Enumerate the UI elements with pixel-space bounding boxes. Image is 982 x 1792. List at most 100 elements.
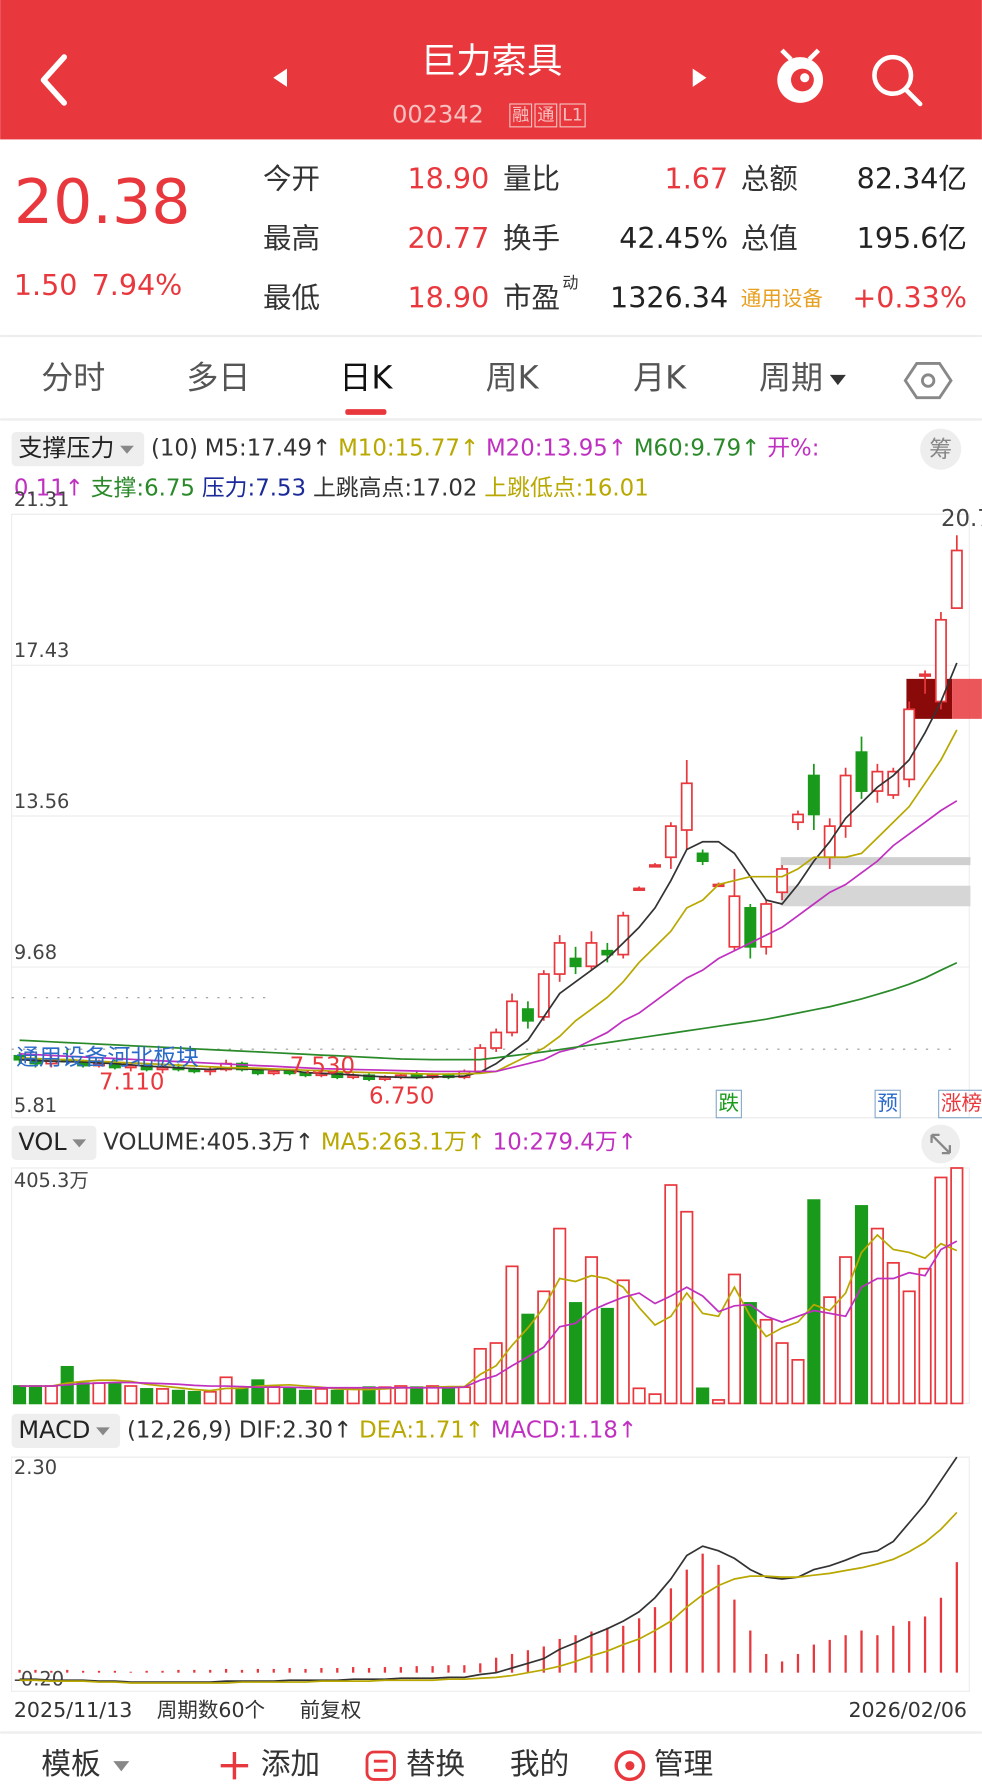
volume-bar xyxy=(28,1385,43,1405)
prev-stock[interactable] xyxy=(273,68,287,87)
volume-bar xyxy=(600,1307,614,1405)
indicator-selector[interactable]: MACD xyxy=(18,1416,90,1444)
y-tick-label: 17.43 xyxy=(14,639,70,662)
toolbar-button[interactable]: 替换 xyxy=(406,1747,465,1782)
candle-body xyxy=(807,774,820,816)
candle-body xyxy=(696,852,709,863)
candle-body xyxy=(728,895,741,948)
legend-item: (12,26,9) xyxy=(127,1417,232,1443)
volume-bar xyxy=(886,1261,900,1405)
indicator-chip xyxy=(11,1413,121,1448)
volume-bar xyxy=(314,1388,328,1405)
legend-item: M20:13.95↑ xyxy=(486,436,627,462)
volume-bar xyxy=(711,1399,726,1405)
tab[interactable]: 多日 xyxy=(186,358,250,396)
legend-item: VOLUME:405.3万↑ xyxy=(103,1129,314,1155)
volume-bar xyxy=(854,1205,869,1405)
macd-line xyxy=(19,1456,958,1683)
tab[interactable]: 月K xyxy=(633,358,687,396)
candle-body xyxy=(617,914,630,956)
volume-bar xyxy=(680,1210,694,1405)
candle-body xyxy=(839,774,852,827)
manage-icon-dot xyxy=(625,1761,635,1771)
volume-bar xyxy=(918,1267,932,1405)
indicator-selector[interactable]: VOL xyxy=(18,1128,67,1156)
search-icon[interactable] xyxy=(872,54,923,107)
candle-body xyxy=(887,770,900,796)
tab[interactable]: 周期 xyxy=(759,358,823,396)
chip-button[interactable] xyxy=(920,428,962,470)
signal-tag: 跌 xyxy=(719,1091,740,1115)
stock-name: 巨力索具 xyxy=(421,41,563,82)
volume-bar xyxy=(616,1279,630,1405)
legend-item: 上跳高点:17.02 xyxy=(313,476,477,502)
toolbar-button[interactable]: 我的 xyxy=(510,1747,569,1782)
robot-icon[interactable] xyxy=(777,48,823,103)
y-tick-label: 21.31 xyxy=(14,488,70,511)
next-stock[interactable] xyxy=(692,68,707,87)
signal-tag: 涨榜 xyxy=(941,1091,982,1115)
candle-body xyxy=(585,942,598,968)
volume-bar xyxy=(92,1382,106,1405)
toolbar-button[interactable]: 添加 xyxy=(261,1747,320,1782)
tab[interactable]: 分时 xyxy=(41,358,105,396)
volume-bar xyxy=(648,1393,662,1405)
tab[interactable]: 日K xyxy=(339,358,393,396)
signal-tag: 预 xyxy=(877,1091,898,1115)
candle-body xyxy=(680,782,693,831)
volume-bar xyxy=(13,1385,27,1405)
legend-item: M5:17.49↑ xyxy=(205,436,331,462)
ma-line xyxy=(19,800,958,1073)
period-count: 周期数60个 xyxy=(157,1698,265,1722)
toolbar-button[interactable]: 模板 xyxy=(41,1747,100,1782)
expand-icon xyxy=(930,1133,951,1155)
y-tick-label: 5.81 xyxy=(14,1094,57,1117)
start-date: 2025/11/13 xyxy=(14,1698,133,1722)
quote-label-sup: 动 xyxy=(562,273,578,292)
tab-underline xyxy=(345,409,387,415)
quote-label: 市盈 xyxy=(503,280,560,314)
volume-bar xyxy=(283,1388,297,1405)
quote-value: 20.77 xyxy=(408,221,490,255)
quote-label: 量比 xyxy=(503,162,560,196)
volume-bar xyxy=(441,1386,456,1405)
volume-bar xyxy=(457,1386,471,1405)
toolbar-button[interactable]: 管理 xyxy=(654,1747,713,1782)
price-annotation: 7.530 xyxy=(290,1053,355,1079)
legend-item: M60:9.79↑ xyxy=(634,436,760,462)
macd-line xyxy=(19,1511,958,1684)
volume-bar xyxy=(823,1296,837,1405)
indicator-selector[interactable]: 支撑压力 xyxy=(18,434,114,462)
volume-bar xyxy=(743,1302,757,1405)
quote-value: 18.90 xyxy=(408,280,490,314)
legend-item: 压力:7.53 xyxy=(202,476,306,502)
candle-body xyxy=(919,673,932,677)
y-tick-label: 13.56 xyxy=(14,790,70,813)
volume-bar xyxy=(839,1256,853,1405)
candle-body xyxy=(791,813,804,824)
volume-bar xyxy=(298,1389,313,1405)
candle-body xyxy=(569,957,582,968)
tab[interactable]: 周K xyxy=(486,358,540,396)
back-button[interactable] xyxy=(40,54,67,106)
ma-line xyxy=(19,961,958,1061)
quote-value: 195.6亿 xyxy=(857,221,967,255)
volume-bar xyxy=(187,1390,201,1405)
manage-icon xyxy=(614,1750,646,1782)
volume-bar xyxy=(505,1265,519,1405)
candle-body xyxy=(744,907,757,948)
gap-zone xyxy=(780,857,971,866)
settings-icon[interactable] xyxy=(903,362,953,400)
quote-label: 通用设备 xyxy=(741,286,823,310)
dropdown-arrow xyxy=(72,1139,87,1148)
volume-bar xyxy=(410,1386,424,1405)
volume-bar xyxy=(664,1184,678,1405)
legend-item: 0.11↑ xyxy=(14,476,84,502)
volume-bar xyxy=(569,1302,583,1405)
dropdown-arrow xyxy=(96,1427,110,1436)
badge: 融 xyxy=(512,105,529,125)
quote-value: 82.34亿 xyxy=(857,162,967,196)
volume-bar xyxy=(76,1382,90,1405)
legend-item: (10) xyxy=(151,436,198,462)
quote-value: 18.90 xyxy=(408,162,490,196)
